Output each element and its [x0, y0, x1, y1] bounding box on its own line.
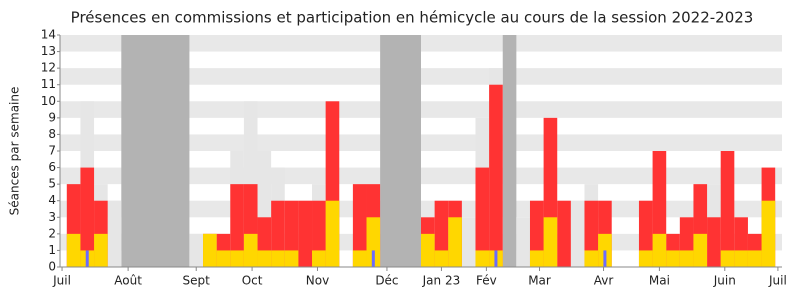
bar — [494, 250, 498, 267]
y-tick-label: 5 — [48, 177, 56, 191]
bar — [707, 217, 721, 267]
x-tick-label: Juin — [713, 274, 736, 288]
x-tick-label: Août — [114, 274, 142, 288]
bar — [584, 250, 599, 267]
y-tick-label: 4 — [48, 193, 56, 207]
y-axis-label: Séances par semaine — [8, 87, 22, 216]
x-tick-label: Avr — [594, 274, 614, 288]
bar — [693, 233, 708, 267]
x-tick-label: Jan 23 — [422, 274, 461, 288]
recess-period — [380, 35, 421, 267]
bar — [216, 250, 231, 267]
bar — [284, 250, 299, 267]
y-tick-label: 11 — [41, 77, 56, 91]
bar — [434, 250, 449, 267]
bar — [230, 250, 244, 267]
bar — [448, 217, 462, 267]
x-tick-label: Déc — [375, 274, 398, 288]
bar — [638, 250, 653, 267]
x-tick-label: Sept — [183, 274, 211, 288]
bar — [312, 250, 326, 267]
bar — [475, 167, 490, 267]
bar — [570, 200, 585, 267]
x-tick-label: Juil — [768, 274, 787, 288]
bar — [529, 250, 544, 267]
y-tick-label: 13 — [41, 44, 56, 58]
bar — [325, 200, 340, 267]
bar — [543, 217, 558, 267]
bar — [352, 250, 367, 267]
bar — [421, 233, 435, 267]
bar — [66, 233, 81, 267]
x-tick-label: Mar — [528, 274, 551, 288]
x-tick-label: Nov — [306, 274, 329, 288]
bar — [189, 233, 204, 267]
bar — [94, 233, 108, 267]
bar — [243, 233, 258, 267]
bar — [371, 250, 375, 267]
bar — [734, 250, 748, 267]
bar — [107, 200, 122, 267]
recess-period — [121, 35, 190, 267]
bar — [271, 250, 285, 267]
bar — [475, 250, 490, 267]
bar — [679, 250, 694, 267]
y-tick-label: 12 — [41, 61, 56, 75]
bar — [720, 250, 735, 267]
y-tick-label: 3 — [48, 210, 56, 224]
bar — [557, 200, 571, 267]
bar — [85, 250, 89, 267]
y-tick-label: 9 — [48, 110, 56, 124]
bar — [603, 250, 607, 267]
y-tick-label: 6 — [48, 160, 56, 174]
bar — [80, 167, 95, 267]
bar — [720, 151, 735, 267]
bar — [352, 184, 367, 267]
x-tick-label: Mai — [649, 274, 670, 288]
y-tick-label: 14 — [41, 28, 56, 42]
bar — [747, 250, 762, 267]
recess-period — [502, 35, 517, 267]
y-tick-label: 8 — [48, 127, 56, 141]
bar — [652, 233, 667, 267]
bar — [203, 233, 217, 267]
y-tick-label: 2 — [48, 226, 56, 240]
y-tick-label: 7 — [48, 144, 56, 158]
bar — [516, 217, 530, 267]
bar — [230, 184, 244, 267]
bar — [298, 200, 313, 267]
x-tick-label: Oct — [242, 274, 263, 288]
y-tick-label: 10 — [41, 94, 56, 108]
bar — [666, 250, 680, 267]
x-tick-label: Juil — [52, 274, 71, 288]
chart-title: Présences en commissions et participatio… — [71, 9, 754, 27]
bar — [257, 250, 272, 267]
x-tick-label: Fév — [476, 274, 497, 288]
bar — [366, 217, 381, 267]
bar — [489, 84, 503, 267]
y-tick-label: 1 — [48, 243, 56, 257]
y-tick-label: 0 — [48, 260, 56, 274]
bar — [761, 200, 776, 267]
bar — [461, 217, 476, 267]
